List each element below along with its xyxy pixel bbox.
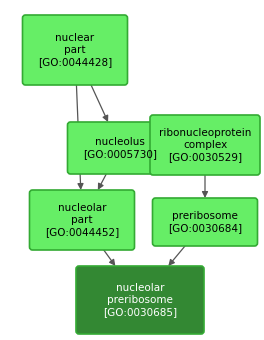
FancyBboxPatch shape <box>150 115 260 175</box>
FancyBboxPatch shape <box>22 15 128 85</box>
Text: nuclear
part
[GO:0044428]: nuclear part [GO:0044428] <box>38 33 112 67</box>
FancyBboxPatch shape <box>30 190 134 250</box>
FancyBboxPatch shape <box>153 198 257 246</box>
FancyBboxPatch shape <box>76 266 204 334</box>
Text: nucleolus
[GO:0005730]: nucleolus [GO:0005730] <box>83 137 157 159</box>
Text: preribosome
[GO:0030684]: preribosome [GO:0030684] <box>168 211 242 233</box>
FancyBboxPatch shape <box>68 122 172 174</box>
Text: nucleolar
part
[GO:0044452]: nucleolar part [GO:0044452] <box>45 203 119 237</box>
Text: nucleolar
preribosome
[GO:0030685]: nucleolar preribosome [GO:0030685] <box>103 283 177 317</box>
Text: ribonucleoprotein
complex
[GO:0030529]: ribonucleoprotein complex [GO:0030529] <box>159 128 251 162</box>
